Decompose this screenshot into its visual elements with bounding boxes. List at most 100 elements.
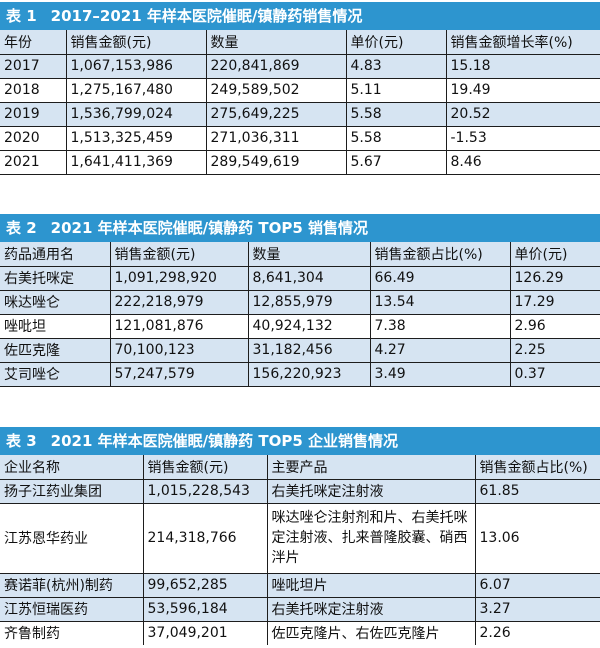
table-cell: 249,589,502 — [206, 78, 347, 103]
header-cell: 销售金额(元) — [66, 30, 207, 55]
table-row: 2021 1,641,411,369 289,549,619 5.67 8.46 — [0, 150, 600, 175]
table-row: 齐鲁制药 37,049,201 佐匹克隆片、右佐匹克隆片 2.26 — [0, 621, 600, 645]
table-cell: 275,649,225 — [206, 102, 347, 127]
table-cell: 2.25 — [510, 338, 600, 363]
header-cell: 销售金额占比(%) — [370, 242, 511, 267]
table-cell: 19.49 — [446, 78, 600, 103]
table-cell: 咪达唑仑注射剂和片、右美托咪定注射液、扎来普隆胶囊、硝西泮片 — [267, 503, 476, 574]
table-cell: 66.49 — [370, 266, 511, 291]
table-cell: 右美托咪定注射液 — [267, 597, 476, 622]
table-cell: 佐匹克隆 — [0, 338, 111, 363]
table-row: 2019 1,536,799,024 275,649,225 5.58 20.5… — [0, 102, 600, 127]
header-cell: 数量 — [248, 242, 371, 267]
table-cell: 70,100,123 — [110, 338, 249, 363]
table-cell: 61.85 — [475, 479, 600, 504]
table-cell: 40,924,132 — [248, 314, 371, 339]
table-cell: 1,015,228,543 — [143, 479, 268, 504]
table-cell: 咪达唑仑 — [0, 290, 111, 315]
table-row: 艾司唑仑 57,247,579 156,220,923 3.49 0.37 — [0, 362, 600, 387]
table-2-title: 2021 年样本医院催眠/镇静药 TOP5 销售情况 — [50, 219, 368, 237]
table-cell: 53,596,184 — [143, 597, 268, 622]
table-cell: 1,091,298,920 — [110, 266, 249, 291]
table-2-title-bar: 表 2 2021 年样本医院催眠/镇静药 TOP5 销售情况 — [0, 214, 600, 242]
table-cell: 艾司唑仑 — [0, 362, 111, 387]
table-cell: 5.67 — [346, 150, 447, 175]
header-cell: 销售金额占比(%) — [475, 455, 600, 480]
table-cell: 1,275,167,480 — [66, 78, 207, 103]
table-cell: 8,641,304 — [248, 266, 371, 291]
table-cell: -1.53 — [446, 126, 600, 151]
header-cell: 销售金额(元) — [143, 455, 268, 480]
table-3-grid: 企业名称 销售金额(元) 主要产品 销售金额占比(%) 扬子江药业集团 1,01… — [0, 455, 600, 645]
table-cell: 赛诺菲(杭州)制药 — [0, 573, 144, 598]
table-1-title: 2017–2021 年样本医院催眠/镇静药销售情况 — [50, 7, 363, 25]
table-cell: 220,841,869 — [206, 54, 347, 79]
header-cell: 销售金额增长率(%) — [446, 30, 600, 55]
table-row: 唑吡坦 121,081,876 40,924,132 7.38 2.96 — [0, 314, 600, 339]
table-cell: 271,036,311 — [206, 126, 347, 151]
header-cell: 年份 — [0, 30, 67, 55]
table-2: 表 2 2021 年样本医院催眠/镇静药 TOP5 销售情况 药品通用名 销售金额… — [0, 214, 600, 387]
table-cell: 2019 — [0, 102, 67, 127]
table-cell: 20.52 — [446, 102, 600, 127]
table-cell: 37,049,201 — [143, 621, 268, 645]
table-cell: 0.37 — [510, 362, 600, 387]
header-cell: 数量 — [206, 30, 347, 55]
table-cell: 7.38 — [370, 314, 511, 339]
table-cell: 289,549,619 — [206, 150, 347, 175]
table-cell: 1,513,325,459 — [66, 126, 207, 151]
table-cell: 唑吡坦片 — [267, 573, 476, 598]
table-cell: 156,220,923 — [248, 362, 371, 387]
table-cell: 15.18 — [446, 54, 600, 79]
table-row: 江苏恩华药业 214,318,766 咪达唑仑注射剂和片、右美托咪定注射液、扎来… — [0, 503, 600, 574]
table-row: 右美托咪定 1,091,298,920 8,641,304 66.49 126.… — [0, 266, 600, 291]
table-row: 2018 1,275,167,480 249,589,502 5.11 19.4… — [0, 78, 600, 103]
header-cell: 主要产品 — [267, 455, 476, 480]
table-1-number: 表 1 — [6, 7, 37, 25]
table-cell: 3.27 — [475, 597, 600, 622]
header-cell: 药品通用名 — [0, 242, 111, 267]
table-cell: 3.49 — [370, 362, 511, 387]
table-cell: 99,652,285 — [143, 573, 268, 598]
table-2-header-row: 药品通用名 销售金额(元) 数量 销售金额占比(%) 单价(元) — [0, 242, 600, 267]
table-cell: 佐匹克隆片、右佐匹克隆片 — [267, 621, 476, 645]
table-row: 扬子江药业集团 1,015,228,543 右美托咪定注射液 61.85 — [0, 479, 600, 504]
table-cell: 12,855,979 — [248, 290, 371, 315]
table-cell: 江苏恩华药业 — [0, 503, 144, 574]
table-cell: 2.26 — [475, 621, 600, 645]
table-row: 2020 1,513,325,459 271,036,311 5.58 -1.5… — [0, 126, 600, 151]
header-cell: 单价(元) — [510, 242, 600, 267]
table-cell: 13.06 — [475, 503, 600, 574]
table-cell: 1,641,411,369 — [66, 150, 207, 175]
table-cell: 121,081,876 — [110, 314, 249, 339]
table-row: 江苏恒瑞医药 53,596,184 右美托咪定注射液 3.27 — [0, 597, 600, 622]
table-cell: 5.58 — [346, 102, 447, 127]
table-row: 咪达唑仑 222,218,979 12,855,979 13.54 17.29 — [0, 290, 600, 315]
table-1-grid: 年份 销售金额(元) 数量 单价(元) 销售金额增长率(%) 2017 1,06… — [0, 30, 600, 175]
table-row: 2017 1,067,153,986 220,841,869 4.83 15.1… — [0, 54, 600, 79]
table-row: 赛诺菲(杭州)制药 99,652,285 唑吡坦片 6.07 — [0, 573, 600, 598]
table-3-number: 表 3 — [6, 432, 37, 450]
table-cell: 126.29 — [510, 266, 600, 291]
table-2-grid: 药品通用名 销售金额(元) 数量 销售金额占比(%) 单价(元) 右美托咪定 1… — [0, 242, 600, 387]
table-3-title-bar: 表 3 2021 年样本医院催眠/镇静药 TOP5 企业销售情况 — [0, 427, 600, 455]
table-cell: 214,318,766 — [143, 503, 268, 574]
table-cell: 8.46 — [446, 150, 600, 175]
table-cell: 右美托咪定 — [0, 266, 111, 291]
table-cell: 齐鲁制药 — [0, 621, 144, 645]
table-cell: 2021 — [0, 150, 67, 175]
table-cell: 17.29 — [510, 290, 600, 315]
table-cell: 13.54 — [370, 290, 511, 315]
table-2-number: 表 2 — [6, 219, 37, 237]
table-1-title-bar: 表 1 2017–2021 年样本医院催眠/镇静药销售情况 — [0, 2, 600, 30]
table-cell: 31,182,456 — [248, 338, 371, 363]
table-3-title: 2021 年样本医院催眠/镇静药 TOP5 企业销售情况 — [50, 432, 398, 450]
table-cell: 2020 — [0, 126, 67, 151]
header-cell: 企业名称 — [0, 455, 144, 480]
table-cell: 1,536,799,024 — [66, 102, 207, 127]
table-cell: 扬子江药业集团 — [0, 479, 144, 504]
header-cell: 单价(元) — [346, 30, 447, 55]
table-cell: 2018 — [0, 78, 67, 103]
header-cell: 销售金额(元) — [110, 242, 249, 267]
table-3: 表 3 2021 年样本医院催眠/镇静药 TOP5 企业销售情况 企业名称 销售金… — [0, 427, 600, 645]
